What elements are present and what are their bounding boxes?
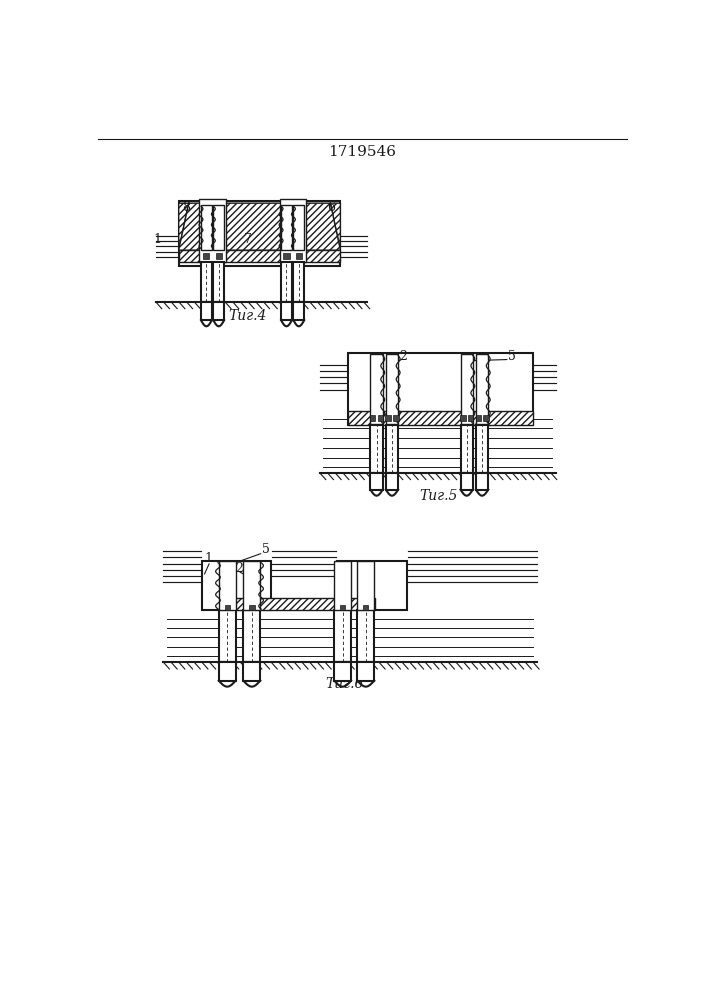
- Bar: [214, 302, 224, 320]
- Text: Τиг.5: Τиг.5: [420, 489, 458, 503]
- Text: 1719546: 1719546: [328, 145, 396, 159]
- Text: Τиг.4: Τиг.4: [229, 309, 267, 323]
- Text: 2: 2: [399, 350, 407, 363]
- Bar: [460, 473, 473, 490]
- Bar: [293, 262, 304, 302]
- Bar: [249, 605, 255, 610]
- Bar: [214, 262, 224, 302]
- Bar: [243, 561, 260, 610]
- Bar: [218, 561, 235, 610]
- Bar: [468, 415, 473, 421]
- Bar: [348, 411, 533, 425]
- Bar: [201, 262, 212, 302]
- Text: 2: 2: [235, 562, 243, 575]
- Bar: [281, 262, 292, 302]
- Bar: [363, 605, 368, 610]
- Bar: [233, 598, 375, 610]
- Bar: [216, 253, 222, 259]
- Bar: [370, 473, 382, 490]
- Bar: [293, 302, 304, 320]
- Polygon shape: [179, 203, 189, 250]
- Text: 6: 6: [327, 201, 335, 214]
- Bar: [179, 201, 340, 266]
- Bar: [281, 302, 292, 320]
- Bar: [279, 199, 305, 262]
- Bar: [483, 415, 489, 421]
- Text: 7: 7: [244, 233, 252, 246]
- Bar: [476, 473, 489, 490]
- Text: 1: 1: [154, 233, 162, 246]
- Bar: [281, 205, 292, 250]
- Bar: [476, 354, 489, 424]
- Bar: [334, 662, 351, 681]
- Bar: [243, 610, 260, 662]
- Bar: [201, 561, 271, 610]
- Bar: [357, 610, 374, 662]
- Bar: [334, 610, 351, 662]
- Bar: [218, 662, 235, 681]
- Bar: [284, 253, 290, 259]
- Bar: [225, 605, 230, 610]
- Bar: [179, 250, 340, 262]
- Bar: [460, 425, 473, 473]
- Text: 1: 1: [204, 552, 212, 565]
- Bar: [348, 353, 533, 425]
- Bar: [386, 425, 398, 473]
- Bar: [337, 561, 407, 610]
- Bar: [378, 415, 383, 421]
- Text: 5: 5: [508, 350, 516, 363]
- Bar: [357, 662, 374, 681]
- Bar: [476, 415, 481, 421]
- Bar: [218, 610, 235, 662]
- Bar: [385, 415, 391, 421]
- Text: Τиг.6: Τиг.6: [325, 677, 363, 691]
- Bar: [370, 354, 382, 424]
- Bar: [386, 473, 398, 490]
- Bar: [296, 253, 302, 259]
- Text: 8: 8: [182, 201, 190, 214]
- Bar: [199, 199, 226, 262]
- Bar: [370, 425, 382, 473]
- Bar: [293, 205, 304, 250]
- Polygon shape: [330, 203, 340, 250]
- Bar: [334, 561, 351, 610]
- Bar: [460, 354, 473, 424]
- Bar: [201, 302, 212, 320]
- Bar: [393, 415, 399, 421]
- Bar: [357, 561, 374, 610]
- Bar: [476, 425, 489, 473]
- Polygon shape: [179, 203, 340, 250]
- Bar: [370, 415, 375, 421]
- Bar: [386, 354, 398, 424]
- Text: 5: 5: [262, 543, 269, 556]
- Bar: [243, 662, 260, 681]
- Bar: [201, 205, 212, 250]
- Bar: [214, 205, 224, 250]
- Bar: [460, 415, 465, 421]
- Bar: [204, 253, 209, 259]
- Bar: [340, 605, 346, 610]
